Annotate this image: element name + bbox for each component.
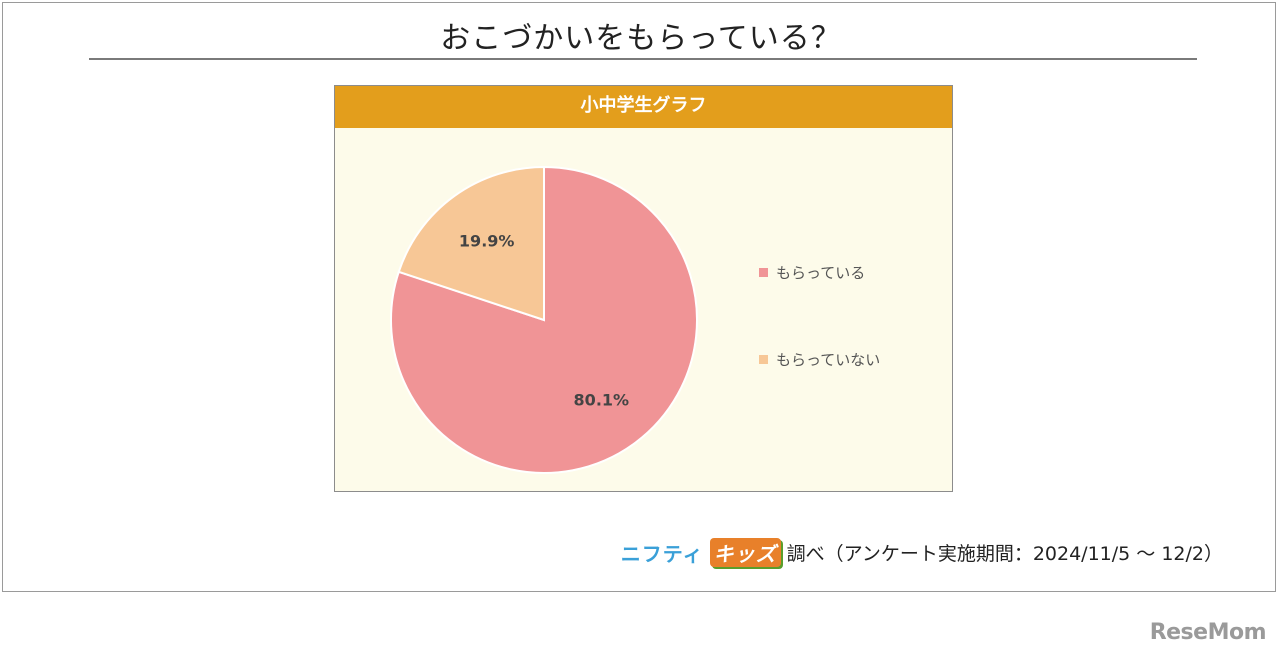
slice-not-received: [397, 165, 545, 322]
legend-label-received: もらっている: [776, 264, 866, 282]
nifty-kids-logo: ニフティ キッズ: [621, 538, 781, 567]
source-note: ニフティ キッズ 調べ（アンケート実施期間：2024/11/5 ～ 12/2）: [621, 538, 1223, 567]
data-label-not-received: 19.9%: [459, 232, 515, 251]
logo-text-kids: キッズ: [709, 538, 781, 567]
legend-item-not-received: もらっていない: [759, 349, 880, 370]
data-label-received: 80.1%: [574, 390, 630, 409]
chart-header: 小中学生グラフ: [335, 86, 952, 128]
legend-swatch-received: [759, 268, 768, 277]
resemom-logo: ReseMom: [1149, 620, 1267, 645]
page-title: おこづかいをもらっている？: [440, 21, 842, 56]
slide-frame: おこづかいをもらっている？ 小中学生グラフ 80.1% 19.9% もらっている …: [2, 2, 1276, 592]
legend-label-not-received: もらっていない: [776, 351, 881, 369]
pie-chart: 80.1% 19.9%: [390, 165, 698, 474]
source-text: 調べ（アンケート実施期間：2024/11/5 ～ 12/2）: [786, 543, 1223, 565]
title-divider: [89, 58, 1197, 60]
chart-panel: 小中学生グラフ 80.1% 19.9% もらっている もらっていない: [334, 85, 953, 492]
legend-item-received: もらっている: [759, 262, 865, 283]
logo-text-nifty: ニフティ: [620, 542, 704, 566]
legend-swatch-not-received: [759, 355, 768, 364]
